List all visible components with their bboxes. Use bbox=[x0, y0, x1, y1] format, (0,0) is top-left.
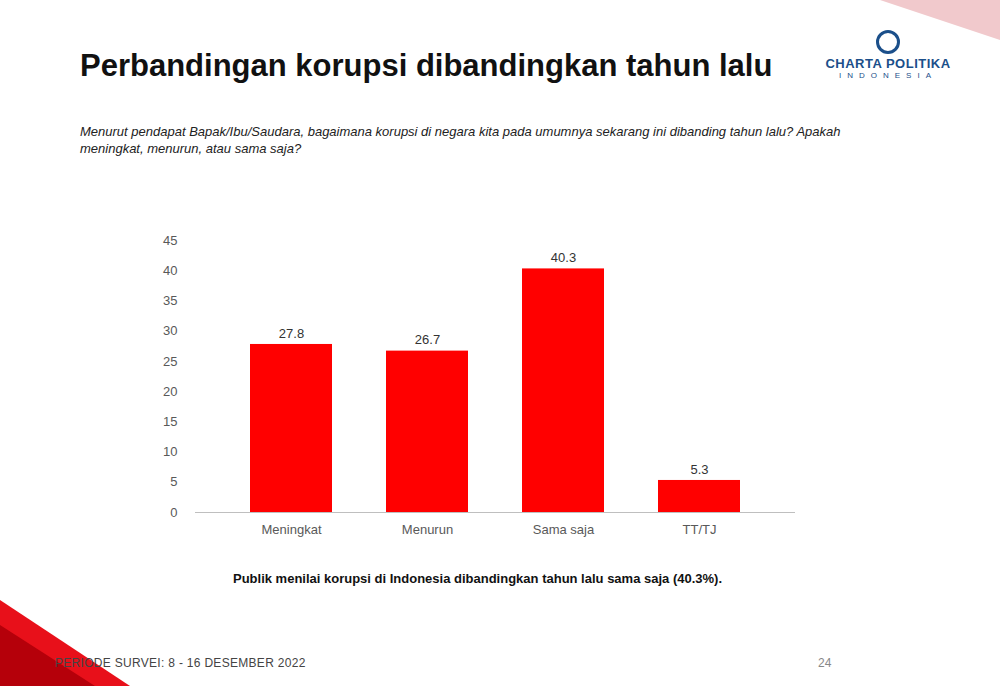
svg-text:Meningkat: Meningkat bbox=[262, 522, 322, 537]
svg-text:40: 40 bbox=[163, 263, 177, 278]
svg-text:10: 10 bbox=[163, 444, 177, 459]
svg-text:20: 20 bbox=[163, 384, 177, 399]
html-text:Publik menilai korupsi di Indo: Publik menilai korupsi di Indonesia diba… bbox=[233, 571, 722, 586]
svg-text:0: 0 bbox=[170, 505, 177, 520]
html-text:PERIODE SURVEI: 8 - 16 DESEMBE: PERIODE SURVEI: 8 - 16 DESEMBER 2022 bbox=[55, 656, 306, 670]
svg-text:5: 5 bbox=[170, 474, 177, 489]
svg-text:26.7: 26.7 bbox=[415, 332, 440, 347]
svg-text:27.8: 27.8 bbox=[279, 326, 304, 341]
svg-text:Menurun: Menurun bbox=[402, 522, 453, 537]
html-text:Perbandingan korupsi dibanding: Perbandingan korupsi dibandingkan tahun … bbox=[80, 48, 773, 83]
svg-text:30: 30 bbox=[163, 323, 177, 338]
svg-text:TT/TJ: TT/TJ bbox=[683, 522, 717, 537]
svg-text:40.3: 40.3 bbox=[551, 250, 576, 265]
svg-text:25: 25 bbox=[163, 354, 177, 369]
svg-text:35: 35 bbox=[163, 293, 177, 308]
html-text:24: 24 bbox=[818, 656, 832, 670]
svg-text:Sama saja: Sama saja bbox=[533, 522, 595, 537]
svg-text:5.3: 5.3 bbox=[690, 462, 708, 477]
html-text:Menurut pendapat Bapak/Ibu/Sau: Menurut pendapat Bapak/Ibu/Saudara, baga… bbox=[80, 124, 841, 156]
html-text:CHARTA POLITIKA: CHARTA POLITIKA bbox=[825, 56, 951, 71]
svg-text:15: 15 bbox=[163, 414, 177, 429]
html-text:INDONESIA: INDONESIA bbox=[839, 71, 937, 80]
svg-text:45: 45 bbox=[163, 233, 177, 248]
